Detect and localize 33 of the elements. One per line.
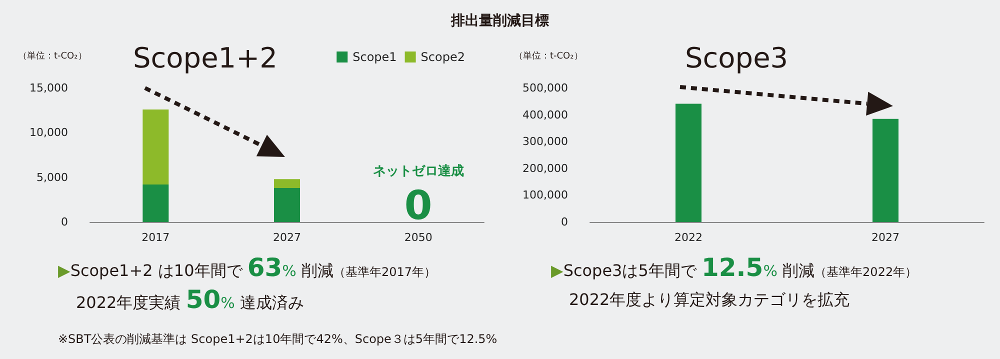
legend-label: Scope2 [420,50,466,64]
chart-subtitle: Scope3 [685,42,788,74]
x-tick-label: 2027 [273,231,301,244]
y-tick-label: 400,000 [522,108,568,122]
chart-subtitle: Scope1+2 [133,42,278,74]
bar [274,179,300,188]
bar [142,184,169,222]
text: 2022年度実績 50% 達成済み [76,285,304,314]
y-tick-label: 100,000 [522,188,568,202]
y-tick-label: 300,000 [522,135,568,148]
bar [274,188,300,222]
y-tick-label: 0 [61,216,68,228]
chart-title: 排出量削減目標 [450,12,550,30]
y-tick-label: 200,000 [522,162,568,175]
bar [142,109,169,184]
annotation: 0 [404,183,432,229]
text: 2022年度より算定対象カテゴリを拡充 [569,290,850,309]
y-tick-label: 5,000 [36,170,68,184]
legend-label: Scope1 [352,50,397,64]
y-tick-label: 500,000 [522,82,568,94]
x-tick-label: 2017 [142,231,170,244]
annotation: ネットゼロ達成 [372,164,464,179]
y-tick-label: 10,000 [30,126,68,140]
y-axis-title: （単位：t-CO₂） [514,50,583,62]
y-tick-label: 0 [561,216,568,228]
text: ▶Scope3は5年間で 12.5% 削減（基準年2022年） [551,253,918,282]
x-tick-label: 2027 [872,231,900,244]
y-axis-title: （単位：t-CO₂） [18,50,87,62]
text: ※SBT公表の削減基準は Scope1+2は10年間で42%、Scope３は5年間で12.5% [58,331,498,348]
y-tick-label: 15,000 [30,82,68,94]
x-tick-label: 2050 [404,231,432,244]
x-tick-label: 2022 [674,231,702,244]
text: ▶Scope1+2 は10年間で 63% 削減（基準年2017年） [58,253,436,282]
